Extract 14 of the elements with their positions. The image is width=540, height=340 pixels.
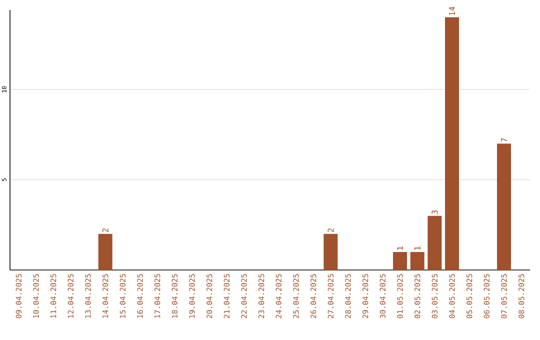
bar (324, 234, 338, 270)
bar (393, 252, 407, 270)
data-label: 3 (432, 210, 438, 214)
data-label: 7 (501, 138, 507, 142)
data-label: 14 (449, 6, 455, 16)
bar (98, 234, 112, 270)
data-label: 1 (414, 246, 420, 250)
data-label: 2 (328, 228, 334, 232)
bar (497, 144, 512, 270)
data-label: 2 (102, 228, 108, 232)
bar (428, 216, 442, 270)
bar (410, 252, 424, 270)
data-label: 1 (397, 246, 403, 250)
bar (445, 17, 460, 270)
